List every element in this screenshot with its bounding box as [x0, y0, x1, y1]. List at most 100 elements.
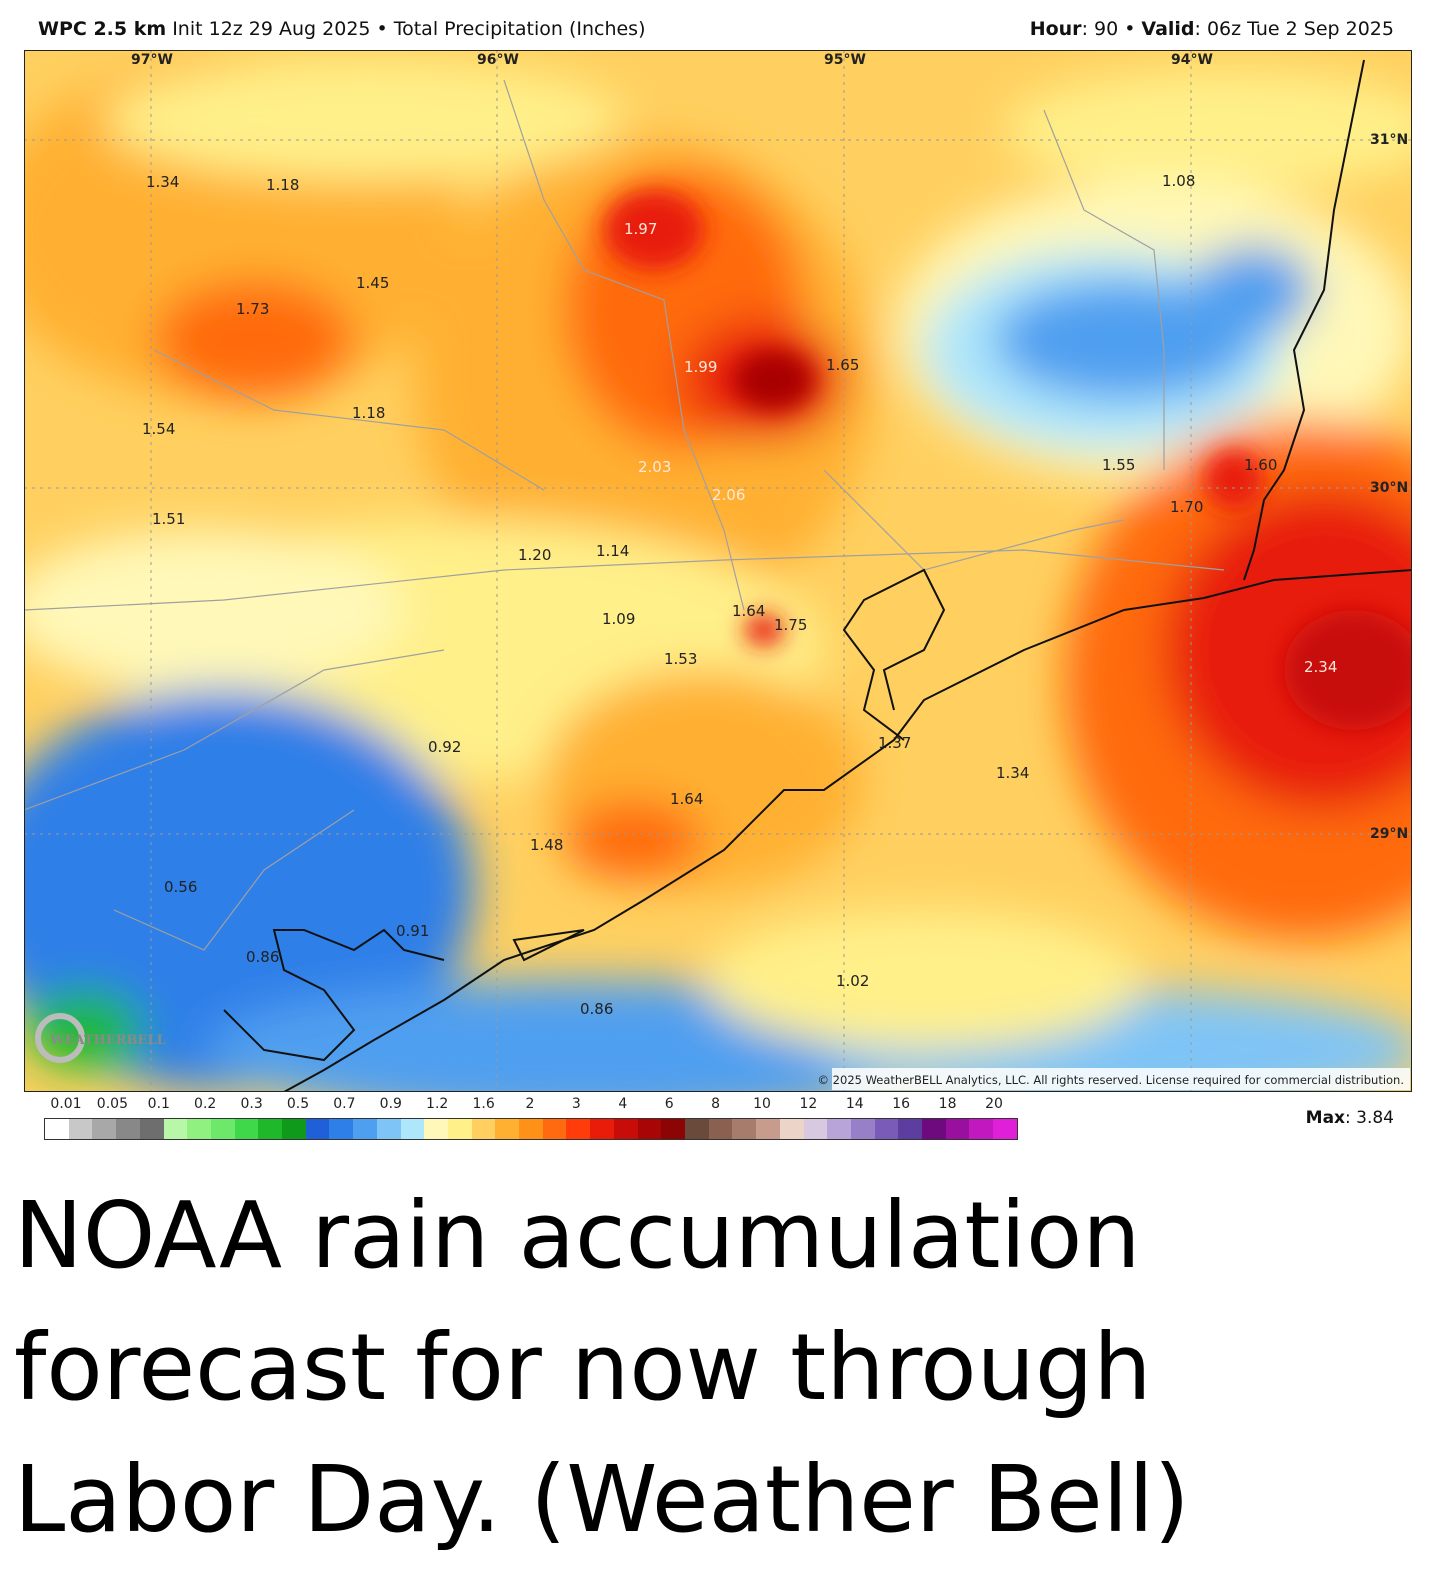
colorbar-swatch — [898, 1119, 923, 1139]
lon-label-97w: 97°W — [131, 52, 173, 68]
colorbar-tick-label: 6 — [664, 1096, 674, 1112]
colorbar-labels: 0.01 0.05 0.1 0.2 0.3 0.5 0.7 0.9 1.2 1.6 2 3 4 6 8 10 1… — [44, 1096, 1018, 1116]
max-number: : 3.84 — [1345, 1108, 1394, 1128]
map-point-value: 1.37 — [878, 734, 911, 752]
colorbar-swatch — [424, 1119, 448, 1139]
map-point-value: 1.34 — [146, 173, 179, 191]
colorbar-swatch — [305, 1119, 330, 1139]
logo-text: WEATHERBELL — [49, 1033, 166, 1048]
colorbar-swatch — [187, 1119, 211, 1139]
colorbar-tick-label: 2 — [525, 1096, 535, 1112]
map-point-value: 1.70 — [1170, 498, 1203, 516]
lon-label-96w: 96°W — [477, 52, 519, 68]
colorbar-swatch — [637, 1119, 662, 1139]
colorbar-swatch — [329, 1119, 354, 1139]
map-point-value: 0.56 — [164, 878, 197, 896]
map-point-value: 1.55 — [1102, 456, 1135, 474]
colorbar-swatch — [258, 1119, 283, 1139]
map-point-value: 1.14 — [596, 542, 629, 560]
colorbar-swatch — [684, 1119, 709, 1139]
header-left: WPC 2.5 km Init 12z 29 Aug 2025 • Total Pr… — [38, 18, 646, 40]
colorbar-tick-label: 1.6 — [472, 1096, 495, 1112]
colorbar-tick-label: 0.3 — [240, 1096, 263, 1112]
map-point-value: 0.86 — [580, 1000, 613, 1018]
map-point-value: 1.75 — [774, 616, 807, 634]
colorbar-swatch — [210, 1119, 235, 1139]
copyright-text: © 2025 WeatherBELL Analytics, LLC. All r… — [818, 1073, 1404, 1087]
colorbar-swatch — [447, 1119, 472, 1139]
colorbar-swatch — [92, 1119, 117, 1139]
separator-dot: • — [376, 18, 388, 40]
map-point-value: 2.06 — [712, 486, 745, 504]
colorbar-swatch — [803, 1119, 828, 1139]
map-point-value: 1.18 — [266, 176, 299, 194]
colorbar-legend: 0.01 0.05 0.1 0.2 0.3 0.5 0.7 0.9 1.2 1.6 2 3 4 6 8 10 1… — [44, 1096, 1018, 1142]
colorbar-swatch — [495, 1119, 520, 1139]
map-point-value: 2.03 — [638, 458, 671, 476]
map-point-value: 1.20 — [518, 546, 551, 564]
hour-label: Hour — [1029, 18, 1082, 40]
map-point-value: 1.99 — [684, 358, 717, 376]
colorbar-swatch — [376, 1119, 401, 1139]
colorbar-tick-label: 20 — [985, 1096, 1003, 1112]
colorbar-swatch — [850, 1119, 875, 1139]
colorbar-swatch — [282, 1119, 306, 1139]
colorbar-tick-label: 0.9 — [379, 1096, 402, 1112]
lat-label-31n: 31°N — [1370, 132, 1408, 148]
map-point-value: 1.08 — [1162, 172, 1195, 190]
precipitation-map: 1.34 1.18 1.97 1.08 1.45 1.73 1.99 1.65 1.54 1.18… — [24, 50, 1412, 1092]
value-labels: 1.34 1.18 1.97 1.08 1.45 1.73 1.99 1.65 1.54 1.18… — [142, 172, 1337, 1018]
colorbar-swatch — [590, 1119, 614, 1139]
map-point-value: 1.51 — [152, 510, 185, 528]
colorbar-tick-label: 1.2 — [426, 1096, 449, 1112]
colorbar-swatch — [708, 1119, 733, 1139]
hour-value: : 90 — [1081, 18, 1119, 40]
colorbar-tick-label: 16 — [892, 1096, 911, 1112]
colorbar-swatch — [969, 1119, 994, 1139]
map-point-value: 2.34 — [1304, 658, 1337, 676]
colorbar-tick-label: 0.05 — [96, 1096, 128, 1112]
map-point-value: 1.64 — [732, 602, 765, 620]
map-point-value: 1.09 — [602, 610, 635, 628]
lon-label-95w: 95°W — [824, 52, 866, 68]
colorbar-swatch — [163, 1119, 188, 1139]
map-point-value: 1.45 — [356, 274, 389, 292]
colorbar-tick-label: 0.5 — [286, 1096, 310, 1112]
product-name: Total Precipitation (Inches) — [393, 18, 646, 40]
colorbar-tick-label: 0.01 — [50, 1096, 82, 1112]
lon-label-94w: 94°W — [1171, 52, 1213, 68]
colorbar-swatch — [234, 1119, 259, 1139]
weatherbell-swirl-icon — [35, 1013, 85, 1063]
colorbar-swatch — [756, 1119, 780, 1139]
map-point-value: 1.34 — [996, 764, 1029, 782]
map-point-value: 0.92 — [428, 738, 461, 756]
colorbar-swatch — [922, 1119, 946, 1139]
map-point-value: 0.91 — [396, 922, 429, 940]
colorbar-tick-label: 14 — [845, 1096, 864, 1112]
map-point-value: 1.53 — [664, 650, 697, 668]
caption: NOAA rain accumulation forecast for now … — [14, 1182, 1190, 1553]
header-right: Hour: 90 • Valid: 06z Tue 2 Sep 2025 — [1030, 18, 1394, 40]
lat-label-30n: 30°N — [1370, 480, 1408, 496]
map-point-value: 1.97 — [624, 220, 657, 238]
colorbar-swatch — [471, 1119, 496, 1139]
colorbar-swatch — [400, 1119, 425, 1139]
valid-value: : 06z Tue 2 Sep 2025 — [1194, 18, 1394, 40]
coastline — [223, 59, 1412, 1092]
copyright-backdrop — [832, 1068, 1410, 1090]
colorbar-tick-label: 0.7 — [333, 1096, 356, 1112]
county-lines — [24, 79, 1225, 951]
colorbar-swatch — [827, 1119, 851, 1139]
map-point-value: 1.48 — [530, 836, 563, 854]
colorbar-swatch — [779, 1119, 804, 1139]
colorbar-tick-label: 10 — [753, 1096, 771, 1112]
coordinate-labels: 97°W 96°W 95°W 94°W 31°N 30°N 29°N — [131, 52, 1408, 842]
colorbar-swatch — [353, 1119, 377, 1139]
colorbar-tick-label: 0.2 — [194, 1096, 217, 1112]
colorbar-swatch — [945, 1119, 970, 1139]
map-header: WPC 2.5 km Init 12z 29 Aug 2025 • Total Pr… — [0, 0, 1440, 50]
map-point-value: 0.86 — [246, 948, 279, 966]
lat-label-29n: 29°N — [1370, 826, 1408, 842]
precipitation-highlights — [604, 190, 1412, 730]
map-point-value: 1.60 — [1244, 456, 1277, 474]
